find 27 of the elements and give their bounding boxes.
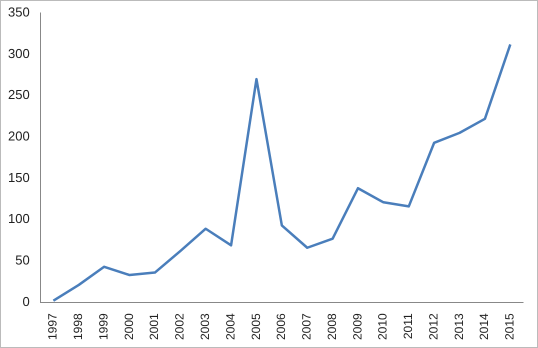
x-tick-label: 2003: [198, 312, 212, 340]
x-tick-label: 1997: [46, 312, 60, 340]
x-tick-label: 2006: [274, 312, 288, 340]
x-tick-label: 1999: [96, 312, 110, 340]
x-tick-label: 2007: [300, 312, 314, 340]
x-tick-label: 2013: [452, 312, 466, 340]
x-tick-label: 2008: [324, 312, 339, 340]
x-tick-label: 2001: [147, 312, 162, 340]
x-tick-label: 2014: [477, 312, 492, 340]
y-tick-label: 150: [8, 170, 30, 185]
y-tick-label: 250: [8, 87, 30, 102]
y-tick-label: 350: [8, 4, 30, 20]
x-tick-label: 2011: [401, 312, 416, 340]
x-tick-label: 2015: [502, 312, 517, 340]
y-tick-label: 300: [8, 46, 30, 61]
x-tick-label: 2000: [122, 312, 136, 340]
y-tick-label: 50: [15, 252, 30, 268]
x-tick-label: 2005: [248, 312, 263, 340]
x-tick-label: 1998: [71, 312, 86, 340]
x-tick-label: 2004: [223, 312, 238, 340]
y-tick-label: 100: [8, 211, 30, 226]
y-tick-label: 0: [22, 294, 30, 309]
x-tick-label: 2002: [172, 312, 187, 340]
x-tick-label: 2012: [426, 312, 440, 340]
x-tick-label: 2009: [350, 312, 364, 340]
y-tick-label: 200: [8, 128, 30, 144]
x-tick-label: 2010: [376, 312, 390, 340]
